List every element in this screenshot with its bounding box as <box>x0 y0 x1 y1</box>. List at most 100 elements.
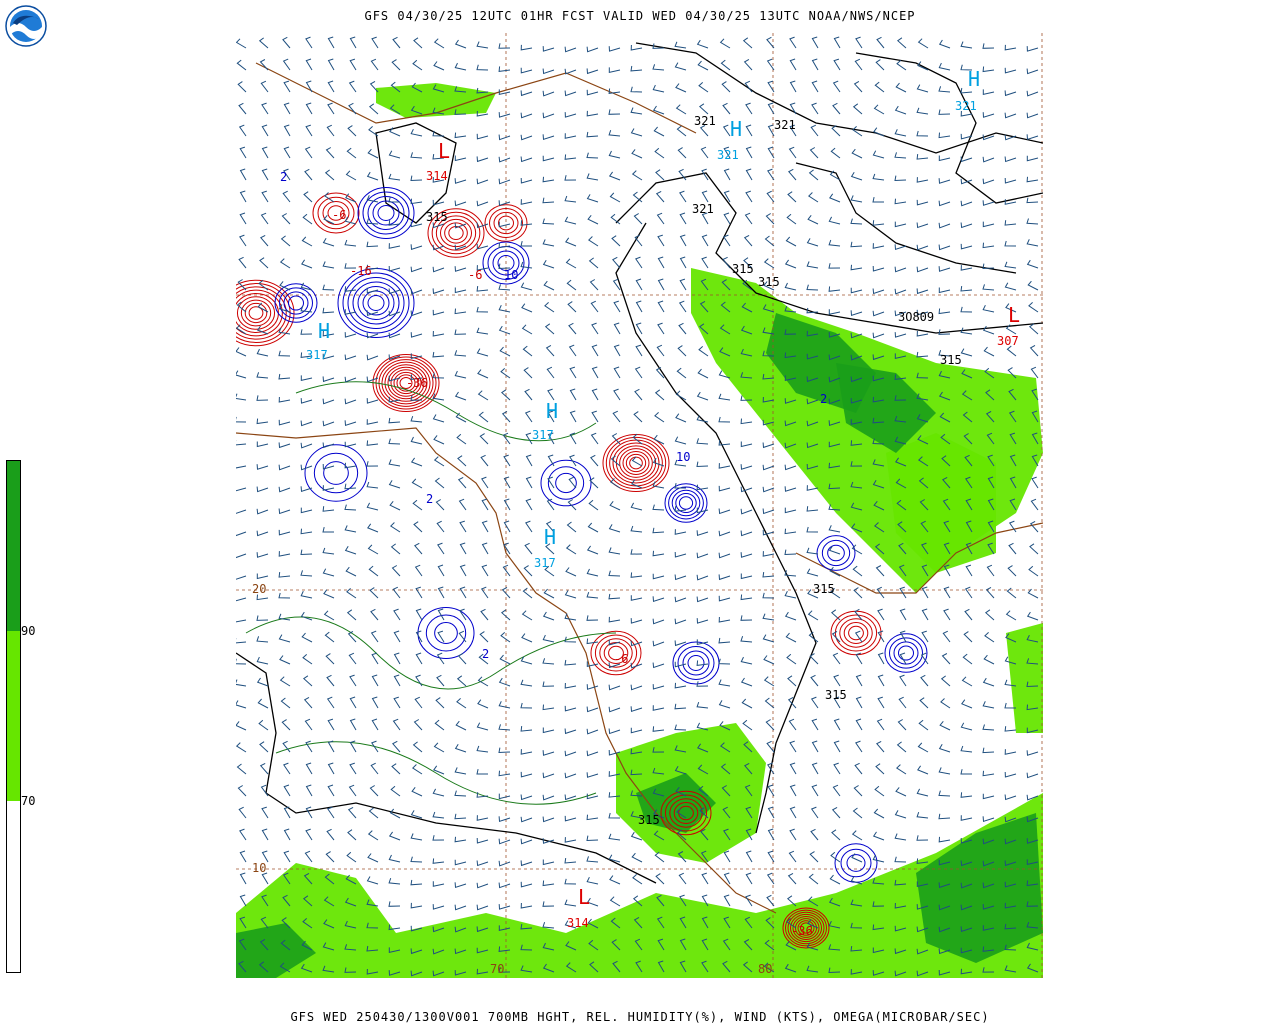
wind-barb <box>828 504 841 511</box>
wind-barb <box>763 281 775 291</box>
wind-barb <box>852 807 863 819</box>
wind-barb <box>521 633 533 643</box>
wind-barb <box>476 722 489 731</box>
wind-barb <box>564 705 577 712</box>
wind-barb <box>854 630 863 643</box>
wind-barb <box>921 586 929 599</box>
wind-barb <box>503 520 511 533</box>
wind-barb <box>938 132 951 139</box>
wind-barb <box>324 631 335 643</box>
wind-barb <box>322 965 335 973</box>
wind-barb <box>745 168 753 181</box>
wind-barb <box>347 630 357 643</box>
wind-barb <box>674 62 687 71</box>
wind-barb <box>808 169 819 181</box>
wind-barb <box>256 441 269 448</box>
wind-barb <box>522 587 533 599</box>
omega-ring-negative <box>236 292 279 334</box>
wind-barb <box>520 726 533 732</box>
wind-barb <box>410 457 423 467</box>
wind-barb <box>631 149 643 159</box>
wind-barb <box>872 831 885 841</box>
wind-barb <box>300 549 313 556</box>
wind-barb <box>655 190 665 203</box>
wind-barb <box>833 718 841 731</box>
wind-barb <box>828 286 841 292</box>
wind-barb <box>239 916 247 929</box>
wind-barb <box>300 963 313 973</box>
wind-barb <box>784 282 797 291</box>
wind-barb <box>283 168 291 181</box>
wind-barb <box>476 156 489 163</box>
wind-barb <box>435 697 445 709</box>
wind-barb <box>327 740 335 753</box>
wind-barb <box>369 103 379 115</box>
wind-barb <box>630 790 643 797</box>
wind-barb <box>366 945 379 952</box>
wind-barb <box>434 477 445 489</box>
wind-barb <box>740 615 753 621</box>
wind-barb <box>696 596 709 603</box>
wind-barb <box>279 281 291 291</box>
wind-barb <box>916 835 929 841</box>
wind-barb <box>630 727 643 734</box>
wind-barb <box>608 662 621 669</box>
wind-barb <box>630 811 643 819</box>
wind-barb <box>982 816 995 822</box>
wind-barb <box>520 679 533 687</box>
wind-barb <box>278 634 291 643</box>
wind-barb <box>1004 240 1017 247</box>
wind-barb <box>542 816 555 823</box>
wind-barb <box>784 963 797 973</box>
omega-ring-negative <box>797 920 815 936</box>
wind-barb <box>832 652 841 665</box>
wind-barb <box>696 415 709 423</box>
wind-barb <box>850 287 863 294</box>
wind-barb <box>1027 588 1039 599</box>
wind-barb <box>850 502 863 511</box>
wind-barb <box>894 244 907 250</box>
wind-barb <box>388 947 401 954</box>
wind-barb <box>872 173 885 181</box>
wind-barb <box>236 370 247 379</box>
height-contours <box>236 42 1043 884</box>
wind-barb <box>520 656 533 665</box>
wind-barb <box>784 611 797 621</box>
wind-barb <box>432 199 445 206</box>
omega-ring-negative <box>240 299 272 327</box>
wind-barb <box>322 284 335 291</box>
wind-barb <box>829 566 841 577</box>
wind-barb <box>718 440 731 446</box>
wind-barb <box>698 103 709 115</box>
wind-barb <box>679 938 687 951</box>
wind-barb <box>239 212 247 225</box>
high-center-value: 321 <box>717 148 739 162</box>
omega-ring-positive <box>357 187 415 239</box>
wind-barb <box>542 239 555 247</box>
wind-barb <box>1027 280 1039 291</box>
wind-barb <box>674 529 687 535</box>
wind-barb <box>523 367 533 379</box>
coastline <box>795 522 1043 594</box>
omega-ring-positive <box>304 444 368 502</box>
wind-barb <box>432 881 445 887</box>
height-label: 315 <box>638 813 660 827</box>
wind-barb <box>784 306 797 313</box>
wind-barb <box>830 851 841 863</box>
wind-barb <box>300 590 313 599</box>
wind-barb <box>938 790 951 797</box>
wind-barb <box>366 195 379 203</box>
wind-barb <box>916 904 929 910</box>
wind-barb <box>697 743 709 753</box>
wind-barb <box>520 965 533 973</box>
wind-barb <box>476 133 489 140</box>
wind-barb <box>282 740 291 753</box>
wind-barb <box>544 565 555 577</box>
wind-barb <box>476 306 489 313</box>
wind-barb <box>1004 726 1017 732</box>
wind-barb <box>676 829 687 841</box>
wind-barb <box>696 530 709 536</box>
wind-barb <box>894 879 907 886</box>
wind-barb <box>410 416 423 423</box>
wind-barb <box>696 639 709 646</box>
